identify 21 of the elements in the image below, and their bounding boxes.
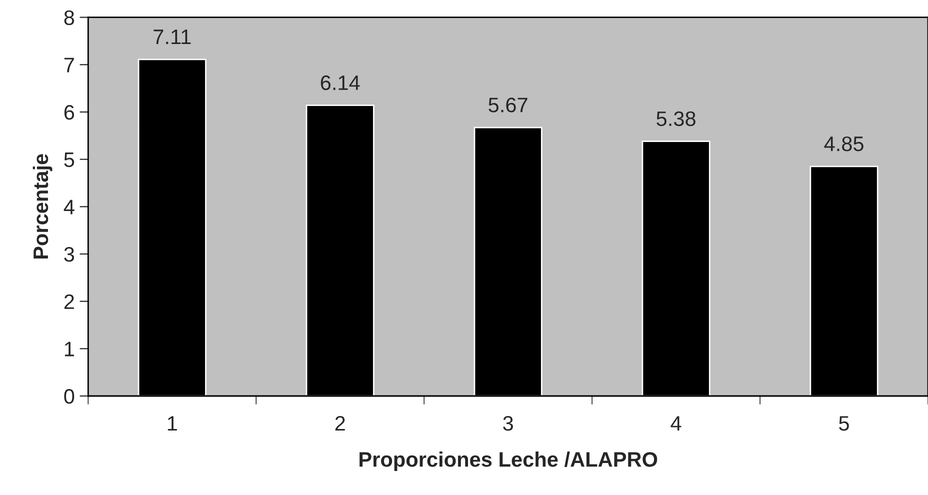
y-tick-label: 2 — [64, 294, 74, 309]
data-label: 6.14 — [320, 75, 360, 90]
x-tick-label: 4 — [670, 416, 682, 431]
y-tick-label: 8 — [64, 10, 74, 26]
y-tick-label: 3 — [64, 247, 74, 262]
y-tick-label: 5 — [64, 152, 74, 168]
data-label: 5.38 — [656, 111, 696, 126]
y-tick-label: 0 — [64, 389, 74, 404]
y-tick-label: 1 — [64, 342, 74, 356]
data-label: 4.85 — [824, 136, 864, 152]
y-axis-title: Porcentaje — [32, 154, 52, 259]
y-tick-label: 7 — [64, 58, 74, 72]
x-tick-label: 2 — [335, 416, 345, 431]
x-tick-label: 5 — [839, 416, 849, 431]
y-tick-label: 6 — [64, 104, 74, 120]
data-label: 5.67 — [488, 98, 528, 112]
x-axis-title: Proporciones Leche /ALAPRO — [360, 452, 658, 471]
x-tick-label: 3 — [503, 416, 513, 431]
x-tick-label: 1 — [168, 416, 177, 431]
data-label: 7.11 — [154, 30, 191, 44]
y-tick-label: 4 — [64, 200, 74, 214]
